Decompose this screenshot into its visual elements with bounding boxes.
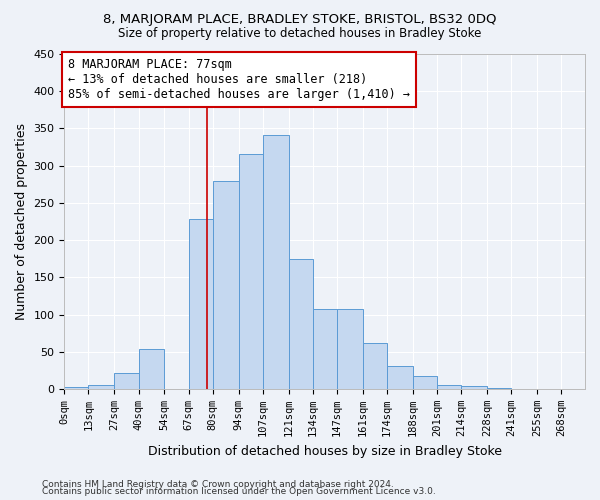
Text: 8, MARJORAM PLACE, BRADLEY STOKE, BRISTOL, BS32 0DQ: 8, MARJORAM PLACE, BRADLEY STOKE, BRISTO… xyxy=(103,12,497,26)
Bar xyxy=(289,258,313,389)
Bar xyxy=(239,154,263,389)
Bar xyxy=(313,308,337,389)
Y-axis label: Number of detached properties: Number of detached properties xyxy=(15,123,28,320)
Bar xyxy=(64,386,88,389)
Bar xyxy=(88,385,115,389)
Bar xyxy=(413,376,437,389)
Bar xyxy=(362,343,387,389)
Bar xyxy=(115,372,139,389)
Text: 8 MARJORAM PLACE: 77sqm
← 13% of detached houses are smaller (218)
85% of semi-d: 8 MARJORAM PLACE: 77sqm ← 13% of detache… xyxy=(68,58,410,100)
Bar xyxy=(487,388,511,389)
Bar xyxy=(461,386,487,389)
X-axis label: Distribution of detached houses by size in Bradley Stoke: Distribution of detached houses by size … xyxy=(148,444,502,458)
Text: Size of property relative to detached houses in Bradley Stoke: Size of property relative to detached ho… xyxy=(118,28,482,40)
Bar xyxy=(337,308,362,389)
Bar xyxy=(212,180,239,389)
Bar xyxy=(437,385,461,389)
Bar xyxy=(263,135,289,389)
Bar xyxy=(188,219,212,389)
Text: Contains HM Land Registry data © Crown copyright and database right 2024.: Contains HM Land Registry data © Crown c… xyxy=(42,480,394,489)
Bar xyxy=(387,366,413,389)
Bar xyxy=(139,350,164,389)
Text: Contains public sector information licensed under the Open Government Licence v3: Contains public sector information licen… xyxy=(42,487,436,496)
